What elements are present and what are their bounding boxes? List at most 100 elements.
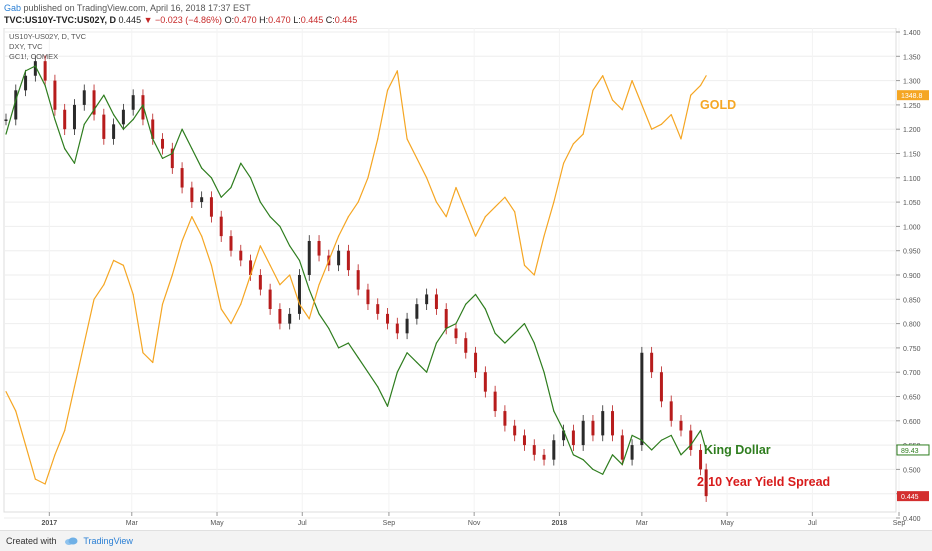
series-segment <box>338 342 349 349</box>
candle-body <box>434 294 438 310</box>
series-segment <box>670 434 682 456</box>
candle-body <box>679 420 683 431</box>
author-link[interactable]: Gab <box>4 3 22 13</box>
series-segment <box>298 303 310 320</box>
candle-body <box>640 352 644 446</box>
candle-body <box>376 304 380 314</box>
series-segment <box>474 216 486 237</box>
series-segment <box>651 123 663 130</box>
dollar-series <box>5 65 707 475</box>
y-tick-label: 1.400 <box>903 30 921 37</box>
x-tick-label: May <box>210 520 224 527</box>
candle-body <box>601 411 605 436</box>
series-segment <box>572 133 584 145</box>
series-segment <box>357 177 369 203</box>
gold-series <box>5 70 707 485</box>
series-segment <box>5 391 17 412</box>
candle-body <box>581 420 585 446</box>
price-axis[interactable]: 1.400 1.350 1.300 1.250 1.200 1.150 1.100 1.050… <box>896 30 930 523</box>
series-segment <box>161 274 173 305</box>
candle-body <box>454 328 458 339</box>
series-segment <box>494 196 506 208</box>
grid-lines <box>3 27 900 519</box>
y-tick-label: 0.800 <box>903 322 921 329</box>
candle-body <box>121 109 125 125</box>
candle-body <box>288 313 292 324</box>
series-segment <box>181 216 193 242</box>
series-segment <box>514 211 526 266</box>
x-tick-label: Jul <box>298 520 307 527</box>
series-segment <box>396 352 408 373</box>
tradingview-brand[interactable]: TradingView <box>83 536 133 546</box>
series-segment <box>298 259 310 291</box>
candle-body <box>317 240 321 256</box>
series-segment <box>465 293 477 305</box>
candle-body <box>180 168 184 188</box>
series-segment <box>367 138 379 179</box>
series-segment <box>504 332 516 344</box>
series-segment <box>113 114 124 130</box>
series-segment <box>641 104 653 130</box>
candle-body <box>239 250 243 261</box>
series-segment <box>210 177 222 198</box>
candle-body <box>297 275 301 314</box>
candle-body <box>444 309 448 329</box>
y-tick-label: 1.250 <box>903 103 921 110</box>
candle-body <box>669 401 673 421</box>
series-segment <box>73 123 85 164</box>
candle-body <box>161 138 165 149</box>
plot-frame <box>3 27 897 513</box>
candle-body <box>562 430 566 441</box>
candle-body <box>268 289 272 310</box>
ohlc-close-label: C: <box>325 15 335 25</box>
yield-spread-candles <box>4 55 708 502</box>
series-segment <box>533 342 545 373</box>
candle-body <box>425 294 429 305</box>
candle-body <box>82 90 86 105</box>
symbol-name: TVC:US10Y-TVC:US02Y, D <box>4 15 117 25</box>
series-segment <box>582 459 594 470</box>
series-segment <box>533 235 545 276</box>
candle-body <box>346 250 350 271</box>
series-segment <box>289 245 301 262</box>
series-segment <box>318 259 330 286</box>
series-segment <box>680 444 692 456</box>
series-segment <box>445 323 457 330</box>
series-segment <box>474 293 486 310</box>
chart-area[interactable]: US10Y-US02Y, D, TVC DXY, TVC GC1!, COMEX 1… <box>0 27 932 528</box>
series-segment <box>210 264 222 310</box>
series-segment <box>83 109 95 125</box>
series-segment <box>435 327 447 344</box>
series-segment <box>660 114 672 125</box>
series-segment <box>54 118 66 150</box>
series-segment <box>318 313 330 330</box>
ohlc-open: 0.470 <box>234 15 257 25</box>
series-segment <box>328 235 340 262</box>
series-segment <box>621 79 633 111</box>
x-tick-label: Mar <box>126 520 139 527</box>
series-segment <box>44 84 56 121</box>
series-segment <box>494 332 506 344</box>
candle-body <box>522 435 526 446</box>
series-segment <box>152 138 164 159</box>
ohlc-close: 0.445 <box>334 15 358 25</box>
series-segment <box>592 468 604 475</box>
series-segment <box>611 454 623 466</box>
series-segment <box>670 114 682 140</box>
series-segment <box>455 186 467 213</box>
footer: Created with TradingView <box>0 530 932 551</box>
series-segment <box>553 162 565 203</box>
series-segment <box>259 201 271 218</box>
candle-body <box>366 289 370 305</box>
series-segment <box>191 216 203 237</box>
candle-body <box>630 445 634 460</box>
series-segment <box>249 177 261 203</box>
series-segment <box>64 148 76 164</box>
series-segment <box>279 274 291 286</box>
series-segment <box>249 245 261 276</box>
candle-body <box>464 338 468 353</box>
series-segment <box>259 245 271 266</box>
y-tick-label: 0.400 <box>903 516 921 523</box>
time-axis[interactable]: 2017 Mar May Jul Sep Nov 2018 Mar May Jul Sep <box>42 512 906 527</box>
